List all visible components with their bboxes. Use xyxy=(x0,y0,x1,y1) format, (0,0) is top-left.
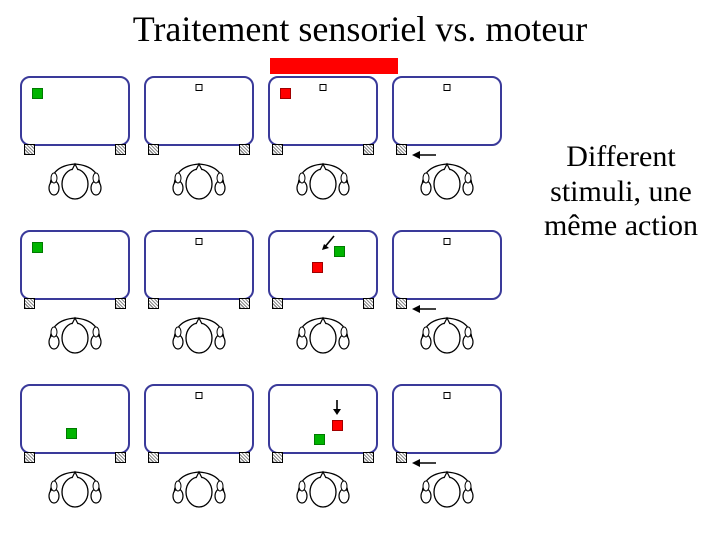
subject-icon xyxy=(294,142,352,210)
grid-cell xyxy=(20,230,130,370)
response-arrow-icon xyxy=(410,148,438,160)
target-square xyxy=(148,144,159,155)
target-square xyxy=(24,144,35,155)
fixation-square xyxy=(320,84,327,91)
target-square xyxy=(272,452,283,463)
fixation-square xyxy=(444,392,451,399)
green-stimulus xyxy=(32,242,43,253)
fixation-square xyxy=(196,238,203,245)
stimulus-panel xyxy=(392,76,502,146)
stimulus-panel xyxy=(20,384,130,454)
green-stimulus xyxy=(314,434,325,445)
grid-cell xyxy=(268,384,378,524)
stimulus-panel xyxy=(144,230,254,300)
arrow-icon xyxy=(328,398,346,416)
fixation-square xyxy=(196,84,203,91)
stimulus-panel xyxy=(268,230,378,300)
target-square xyxy=(239,452,250,463)
target-square xyxy=(115,298,126,309)
subject-icon xyxy=(294,296,352,364)
target-square xyxy=(115,144,126,155)
subject-icon xyxy=(170,296,228,364)
grid-row xyxy=(20,384,520,524)
subject-figure xyxy=(46,296,104,364)
subject-icon xyxy=(46,142,104,210)
target-square xyxy=(363,298,374,309)
response-arrow-icon xyxy=(410,302,438,314)
fixation-square xyxy=(444,238,451,245)
grid-row xyxy=(20,230,520,370)
subject-figure xyxy=(294,296,352,364)
target-square xyxy=(239,298,250,309)
target-square xyxy=(363,144,374,155)
target-square xyxy=(396,452,407,463)
target-square xyxy=(115,452,126,463)
fixation-square xyxy=(196,392,203,399)
red-stimulus xyxy=(312,262,323,273)
stimulus-panel xyxy=(268,384,378,454)
fixation-square xyxy=(444,84,451,91)
subject-figure xyxy=(170,450,228,518)
grid-cell xyxy=(392,76,502,216)
underline-bar xyxy=(270,58,398,74)
side-caption: Different stimuli, une même action xyxy=(526,140,716,244)
stimulus-panel xyxy=(144,384,254,454)
target-square xyxy=(396,144,407,155)
stimulus-panel xyxy=(20,76,130,146)
red-stimulus xyxy=(280,88,291,99)
subject-icon xyxy=(170,450,228,518)
grid-cell xyxy=(144,230,254,370)
grid-cell xyxy=(144,76,254,216)
page-title: Traitement sensoriel vs. moteur xyxy=(0,8,720,50)
subject-figure xyxy=(170,142,228,210)
arrow-icon xyxy=(320,234,338,252)
stimulus-grid xyxy=(20,76,520,538)
green-stimulus xyxy=(66,428,77,439)
grid-cell xyxy=(392,230,502,370)
stimulus-panel xyxy=(392,384,502,454)
subject-figure xyxy=(46,450,104,518)
stimulus-panel xyxy=(144,76,254,146)
green-stimulus xyxy=(32,88,43,99)
target-square xyxy=(272,144,283,155)
stimulus-panel xyxy=(392,230,502,300)
subject-icon xyxy=(46,450,104,518)
target-square xyxy=(363,452,374,463)
target-square xyxy=(148,298,159,309)
grid-cell xyxy=(144,384,254,524)
target-square xyxy=(396,298,407,309)
red-stimulus xyxy=(332,420,343,431)
subject-figure xyxy=(170,296,228,364)
grid-cell xyxy=(268,230,378,370)
stimulus-panel xyxy=(268,76,378,146)
subject-icon xyxy=(46,296,104,364)
subject-icon xyxy=(294,450,352,518)
target-square xyxy=(24,298,35,309)
target-square xyxy=(148,452,159,463)
target-square xyxy=(239,144,250,155)
subject-figure xyxy=(294,450,352,518)
grid-cell xyxy=(20,384,130,524)
grid-cell xyxy=(392,384,502,524)
stimulus-panel xyxy=(20,230,130,300)
subject-figure xyxy=(46,142,104,210)
response-arrow-icon xyxy=(410,456,438,468)
subject-figure xyxy=(294,142,352,210)
subject-icon xyxy=(170,142,228,210)
grid-cell xyxy=(20,76,130,216)
target-square xyxy=(24,452,35,463)
target-square xyxy=(272,298,283,309)
grid-row xyxy=(20,76,520,216)
grid-cell xyxy=(268,76,378,216)
